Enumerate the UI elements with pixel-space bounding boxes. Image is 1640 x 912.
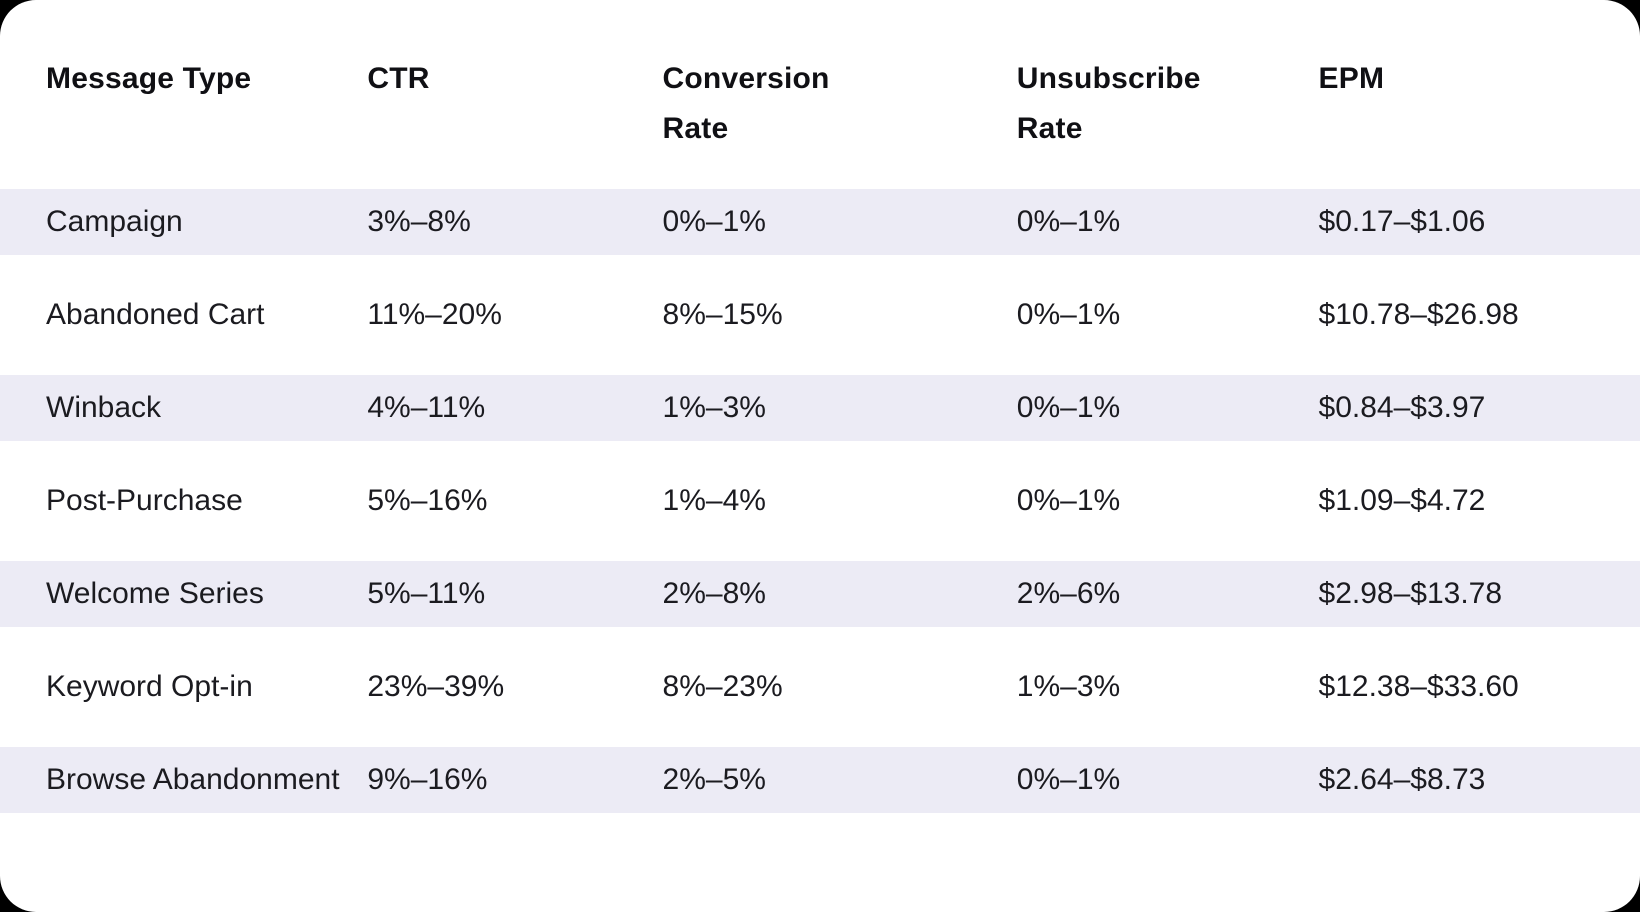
cell-ctr: 23%–39% [367,670,505,703]
cell-message-type: Winback [46,391,162,424]
cell-conversion-rate: 2%–8% [662,577,766,610]
cell-epm: $1.09–$4.72 [1318,484,1486,517]
cell-unsubscribe-rate: 0%–1% [1016,205,1121,238]
cell-unsubscribe-rate: 1%–3% [1016,670,1121,703]
cell-unsubscribe-rate: 2%–6% [1016,577,1121,610]
column-header-ctr: CTR [367,62,430,95]
table-row: Winback 4%–11% 1%–3% 0%–1% $0.84–$3.97 [0,375,1640,441]
column-header-unsubscribe-rate: Unsubscribe Rate [1016,62,1201,145]
table-row: Keyword Opt-in 23%–39% 8%–23% 1%–3% $12.… [0,654,1640,720]
cell-ctr: 9%–16% [367,763,488,796]
cell-message-type: Welcome Series [46,577,264,610]
cell-ctr: 4%–11% [367,391,486,424]
cell-unsubscribe-rate: 0%–1% [1016,484,1121,517]
cell-message-type: Post-Purchase [46,484,243,517]
cell-conversion-rate: 8%–15% [662,298,783,331]
cell-epm: $0.17–$1.06 [1318,205,1486,238]
cell-ctr: 5%–16% [367,484,488,517]
table-row: Post-Purchase 5%–16% 1%–4% 0%–1% $1.09–$… [0,468,1640,534]
table-row: Abandoned Cart 11%–20% 8%–15% 0%–1% $10.… [0,282,1640,348]
cell-ctr: 3%–8% [367,205,471,238]
cell-message-type: Abandoned Cart [46,298,265,331]
cell-epm: $2.98–$13.78 [1318,577,1503,610]
table-row: Browse Abandonment 9%–16% 2%–5% 0%–1% $2… [0,747,1640,813]
cell-ctr: 5%–11% [367,577,486,610]
column-header-epm: EPM [1318,62,1385,95]
header-row: Message Type CTR Conversion Rate Unsubsc… [0,46,1640,162]
cell-message-type: Keyword Opt-in [46,670,253,703]
cell-conversion-rate: 1%–3% [662,391,766,424]
table-row: Campaign 3%–8% 0%–1% 0%–1% $0.17–$1.06 [0,189,1640,255]
cell-conversion-rate: 2%–5% [662,763,766,796]
cell-conversion-rate: 8%–23% [662,670,783,703]
cell-epm: $2.64–$8.73 [1318,763,1486,796]
cell-epm: $0.84–$3.97 [1318,391,1486,424]
cell-epm: $12.38–$33.60 [1318,670,1519,703]
cell-message-type: Browse Abandonment [46,763,340,796]
cell-conversion-rate: 0%–1% [662,205,766,238]
table-body: Campaign 3%–8% 0%–1% 0%–1% $0.17–$1.06 A… [0,189,1640,813]
cell-unsubscribe-rate: 0%–1% [1016,391,1121,424]
message-type-benchmarks-table: Message Type CTR Conversion Rate Unsubsc… [0,19,1640,840]
cell-message-type: Campaign [46,205,183,238]
column-header-message-type: Message Type [46,62,252,95]
cell-unsubscribe-rate: 0%–1% [1016,298,1121,331]
column-header-conversion-rate: Conversion Rate [662,62,830,145]
cell-epm: $10.78–$26.98 [1318,298,1519,331]
cell-conversion-rate: 1%–4% [662,484,766,517]
cell-unsubscribe-rate: 0%–1% [1016,763,1121,796]
cell-ctr: 11%–20% [367,298,502,331]
table-row: Welcome Series 5%–11% 2%–8% 2%–6% $2.98–… [0,561,1640,627]
